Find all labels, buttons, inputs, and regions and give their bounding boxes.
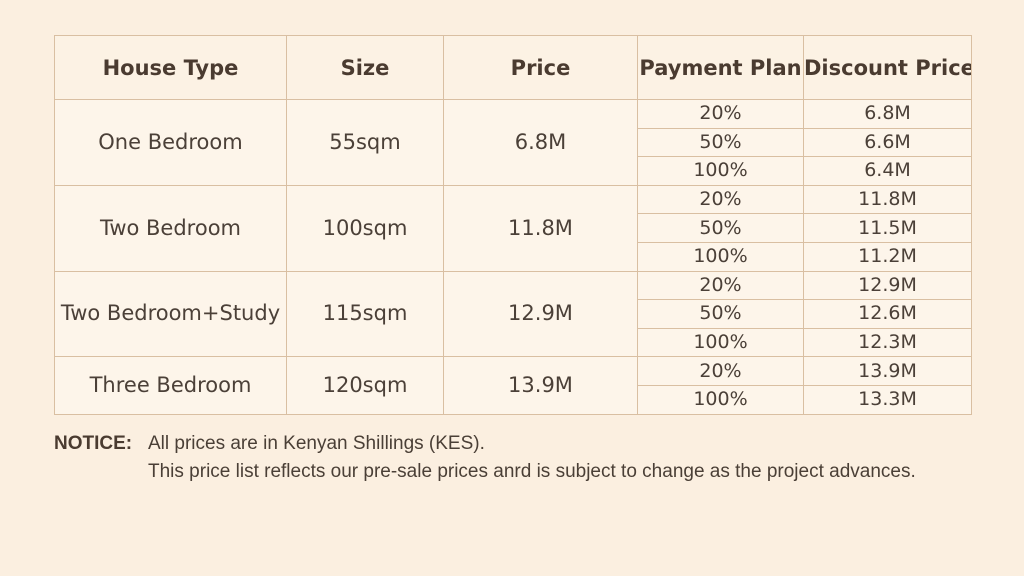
table-row: 100% 11.2M [55,241,972,272]
notice-line-disclaimer: This price list reflects our pre-sale pr… [148,461,916,482]
house-type-cell: Two Bedroom+Study [54,270,287,358]
table-row: 50% 6.6M [55,127,972,158]
header-row: House Type Size Price Payment Plan Disco… [54,35,972,100]
table-row: 100% 12.3M [55,327,972,358]
price-cell: 12.9M [443,270,638,358]
size-cell: 115sqm [286,270,444,358]
payment-plan-cell: 100% [637,156,804,186]
size-cell: 55sqm [286,99,444,186]
price-cell: 11.8M [443,184,638,272]
payment-plan-cell: 20% [637,270,804,301]
table-row: 100% 13.3M [55,384,972,415]
payment-plan-cell: 50% [637,299,804,329]
discount-price-cell: 11.2M [803,241,972,272]
table-row: Two Bedroom+Study 115sqm 12.9M 20% 12.9M [54,270,972,358]
discount-price-cell: 6.6M [803,127,972,158]
payment-plan-cell: 50% [637,127,804,158]
payment-plan-cell: 20% [637,99,804,129]
size-cell: 100sqm [286,184,444,272]
discount-price-cell: 11.8M [803,184,972,215]
header-size: Size [286,35,444,100]
payment-plan-cell: 20% [637,356,804,386]
price-cell: 13.9M [443,356,638,415]
discount-price-cell: 12.3M [803,327,972,358]
header-house-type: House Type [54,35,287,100]
house-type-cell: Two Bedroom [54,184,287,272]
house-type-cell: One Bedroom [54,99,287,186]
table-row: 50% 12.6M [55,299,972,329]
discount-price-cell: 13.9M [803,356,972,386]
table-row: Two Bedroom 100sqm 11.8M 20% 11.8M [54,184,972,272]
house-type-cell: Three Bedroom [54,356,287,415]
payment-plan-cell: 100% [637,241,804,272]
table-row: One Bedroom 55sqm 6.8M 20% 6.8M [54,99,972,186]
payment-plan-cell: 50% [637,213,804,243]
payment-plan-cell: 100% [637,384,804,415]
header-discount-price: Discount Price [803,35,972,100]
header-payment-plan: Payment Plan [637,35,804,100]
discount-price-cell: 11.5M [803,213,972,243]
table-row: Three Bedroom 120sqm 13.9M 20% 13.9M [54,356,972,415]
discount-price-cell: 13.3M [803,384,972,415]
price-table: House Type Size Price Payment Plan Disco… [54,35,972,415]
discount-price-cell: 12.6M [803,299,972,329]
table-row: 50% 11.5M [55,213,972,243]
size-cell: 120sqm [286,356,444,415]
header-price: Price [443,35,638,100]
payment-plan-cell: 20% [637,184,804,215]
discount-price-cell: 12.9M [803,270,972,301]
table-row: 100% 6.4M [55,156,972,186]
notice-text: All prices are in Kenyan Shillings (KES)… [148,430,948,486]
notice-label: NOTICE: [54,433,133,454]
payment-plan-cell: 100% [637,327,804,358]
price-cell: 6.8M [443,99,638,186]
discount-price-cell: 6.4M [803,156,972,186]
discount-price-cell: 6.8M [803,99,972,129]
notice-line-currency: All prices are in Kenyan Shillings (KES)… [148,433,485,454]
